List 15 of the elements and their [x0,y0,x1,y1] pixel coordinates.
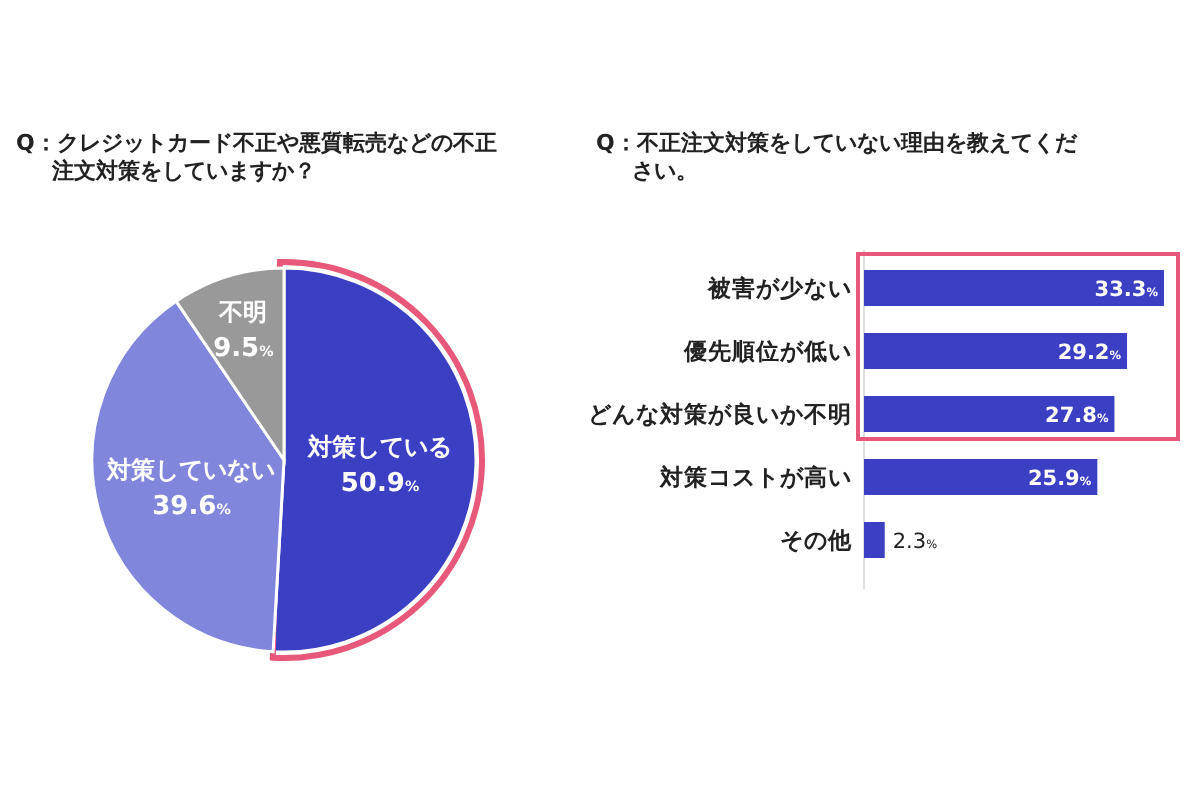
bar [864,270,1164,306]
slice-label: 対策していない [105,455,276,484]
y-tick-label: 被害が少ない [706,274,852,302]
bar [864,459,1098,495]
y-tick-label: 対策コストが高い [658,463,852,491]
bar [864,333,1128,369]
bar [864,396,1115,432]
bar [864,522,885,558]
y-tick-label: 優先順位が低い [682,337,852,365]
y-tick-label: どんな対策が良いか不明 [588,400,852,428]
chart-title: Q：クレジットカード不正や悪質転売などの不正注文対策をしていますか？ [16,130,497,184]
chart-title: Q：不正注文対策をしていない理由を教えてください。 [596,130,1079,184]
y-tick-label: その他 [780,526,854,554]
slice-label: 不明 [217,297,268,326]
slice-label: 対策している [305,432,452,461]
